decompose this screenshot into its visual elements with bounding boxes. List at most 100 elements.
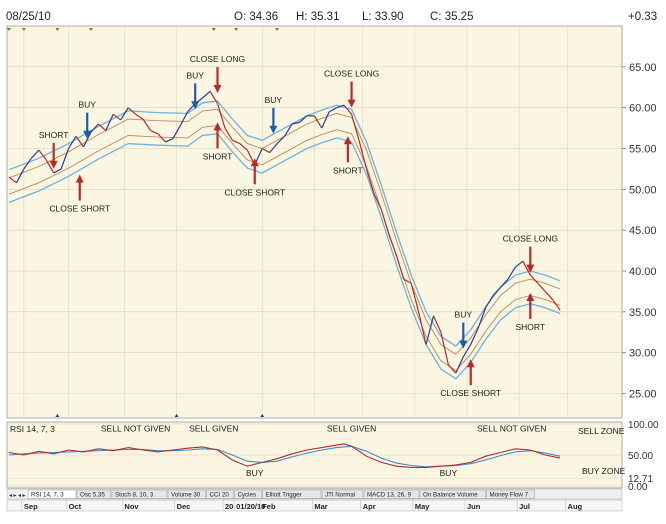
price-segment [410, 283, 420, 312]
bottom-marker [55, 414, 60, 417]
month-label: Oct [69, 502, 82, 511]
price-segment [470, 327, 479, 345]
price-segment [15, 168, 25, 184]
price-segment [500, 278, 509, 288]
signal-label: BUY [78, 100, 96, 110]
price-segment [53, 168, 62, 174]
signal-label: CLOSE SHORT [440, 388, 501, 398]
price-segment [269, 143, 278, 153]
indicator-tab-label: Elliott Trigger [266, 492, 302, 499]
price-segment [90, 123, 99, 133]
envelope-band-line [8, 108, 561, 355]
header-low: L: 33.90 [362, 11, 404, 23]
signal-arrow-head [49, 160, 58, 169]
top-markers [7, 28, 280, 417]
price-segment [351, 114, 360, 141]
indicator-tab-label: RSI 14, 7, 3 [31, 492, 64, 499]
tab-scroll-arrow[interactable]: ◂ [18, 493, 21, 499]
signal-label: CLOSE SHORT [224, 187, 285, 197]
price-segment [544, 291, 554, 300]
indicator-tab[interactable] [234, 489, 262, 499]
header-bar: 08/25/10 O: 34.36 H: 35.31 L: 33.90 C: 3… [6, 11, 657, 23]
signal-label: BUY [455, 310, 473, 320]
price-segment [239, 143, 248, 151]
price-segment [202, 90, 211, 99]
price-segment [232, 139, 241, 145]
top-marker [7, 28, 11, 31]
signal-label: CLOSE LONG [190, 54, 245, 64]
rsi-annotations: SELL NOT GIVEN SELL GIVEN SELL GIVEN SELL N… [101, 423, 547, 478]
month-label: May [415, 502, 430, 511]
buy-zone-label: BUY ZONE [582, 466, 626, 476]
price-segment [105, 113, 114, 131]
price-segment [284, 123, 293, 137]
indicator-tab[interactable] [486, 489, 535, 499]
price-segment [373, 193, 382, 210]
indicator-tab-label: MACD 13, 26, 9 [367, 492, 412, 499]
indicator-tab[interactable] [206, 489, 234, 499]
top-marker [88, 28, 93, 31]
indicator-tab[interactable] [321, 489, 364, 499]
price-segment [45, 159, 55, 174]
price-segment [97, 123, 107, 131]
indicator-tab-label: Osc 5,35 [80, 492, 105, 499]
price-segment [485, 295, 494, 309]
signal-label: CLOSE LONG [324, 69, 379, 79]
price-segment [224, 127, 233, 141]
price-tick-label: 55.00 [629, 144, 657, 156]
price-segment [403, 278, 412, 284]
month-label: Mar [314, 502, 327, 511]
signal-arrow-head [459, 340, 468, 349]
price-segment [313, 115, 323, 129]
signal-label: CLOSE SHORT [49, 204, 110, 214]
price-segment [8, 176, 17, 184]
signal-arrow-head [466, 359, 475, 368]
price-annotations: BUY SHORT CLOSE SHORT BUY CLOSE LONG SHORT BUY… [39, 54, 558, 398]
price-segment [343, 104, 353, 115]
top-marker [55, 28, 60, 31]
price-segment [112, 113, 122, 121]
month-label: Dec [177, 502, 191, 511]
indicator-tab[interactable] [27, 489, 77, 499]
indicator-tabs: ◂ ▸ ◂ ▸ RSI 14, 7, 3 Osc 5,35 Stoch 8, 10, 3 Vo… [6, 488, 623, 500]
indicator-tab[interactable] [111, 489, 168, 499]
tab-scroll-arrow[interactable]: ◂ [9, 493, 12, 499]
signal-arrow-head [191, 101, 200, 110]
indicator-tab[interactable] [419, 489, 486, 499]
price-tick-label: 40.00 [629, 266, 657, 278]
price-segment [552, 299, 561, 311]
price-segment [358, 140, 368, 170]
rsi-signal-label: SELL NOT GIVEN [477, 423, 546, 433]
signal-label: BUY [265, 95, 283, 105]
tab-scroll-arrow[interactable]: ▸ [23, 493, 26, 499]
indicator-tab[interactable] [262, 489, 322, 499]
indicator-tab[interactable] [363, 489, 420, 499]
price-grid [7, 26, 622, 418]
price-segment [60, 148, 70, 170]
price-tick-label: 65.00 [629, 62, 657, 74]
indicator-tab[interactable] [76, 489, 112, 499]
envelope-band-line [8, 100, 561, 347]
month-label: 01/20/10 [236, 502, 265, 511]
price-segment [418, 311, 427, 345]
price-segment [82, 131, 92, 148]
price-segment [447, 364, 457, 374]
price-segment [529, 274, 539, 284]
price-segment [365, 168, 375, 194]
tab-scroll-arrow[interactable]: ▸ [14, 493, 17, 499]
price-segment [157, 133, 166, 143]
price-segment [23, 157, 32, 170]
signal-arrow-head [213, 122, 222, 131]
indicator-tab[interactable] [167, 489, 206, 499]
top-marker [234, 28, 239, 31]
signal-label: SHORT [333, 165, 363, 175]
price-segment [172, 125, 181, 139]
rsi-title: RSI 14, 7, 3 [10, 424, 55, 434]
price-segment [507, 266, 516, 280]
top-marker [275, 28, 280, 31]
price-segment [30, 149, 40, 159]
price-segment [179, 111, 189, 126]
